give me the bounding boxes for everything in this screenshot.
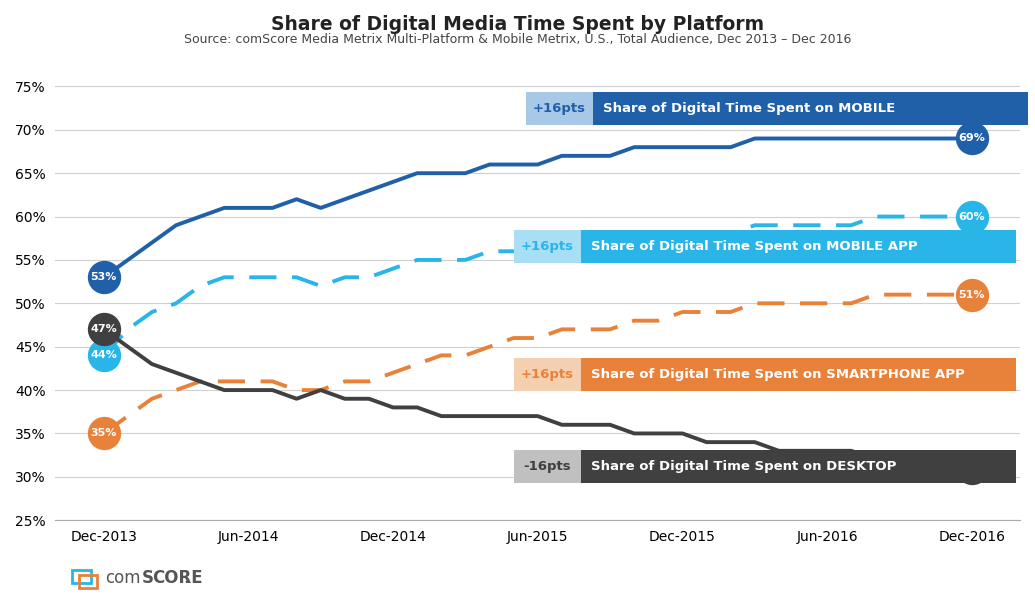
Text: 60%: 60% bbox=[958, 212, 985, 222]
Text: +16pts: +16pts bbox=[521, 368, 573, 381]
Text: Share of Digital Time Spent on SMARTPHONE APP: Share of Digital Time Spent on SMARTPHON… bbox=[591, 368, 965, 381]
Text: 53%: 53% bbox=[90, 272, 117, 282]
Text: 51%: 51% bbox=[958, 290, 985, 300]
Text: com: com bbox=[106, 569, 141, 587]
Text: S: S bbox=[142, 569, 154, 587]
Text: 47%: 47% bbox=[90, 325, 117, 334]
Text: 35%: 35% bbox=[90, 429, 117, 439]
Text: Share of Digital Time Spent on DESKTOP: Share of Digital Time Spent on DESKTOP bbox=[591, 460, 896, 473]
Text: Share of Digital Time Spent on MOBILE: Share of Digital Time Spent on MOBILE bbox=[603, 102, 895, 115]
Text: Share of Digital Media Time Spent by Platform: Share of Digital Media Time Spent by Pla… bbox=[271, 15, 764, 34]
Text: CORE: CORE bbox=[152, 569, 203, 587]
Text: Share of Digital Time Spent on MOBILE APP: Share of Digital Time Spent on MOBILE AP… bbox=[591, 240, 918, 254]
Text: Source: comScore Media Metrix Multi-Platform & Mobile Metrix, U.S., Total Audien: Source: comScore Media Metrix Multi-Plat… bbox=[184, 33, 851, 46]
Text: -16pts: -16pts bbox=[524, 460, 571, 473]
Text: 31%: 31% bbox=[958, 463, 985, 473]
Text: +16pts: +16pts bbox=[521, 240, 573, 254]
Text: +16pts: +16pts bbox=[533, 102, 586, 115]
Text: .: . bbox=[183, 569, 188, 587]
Text: 44%: 44% bbox=[90, 350, 117, 361]
Text: 69%: 69% bbox=[958, 133, 985, 144]
